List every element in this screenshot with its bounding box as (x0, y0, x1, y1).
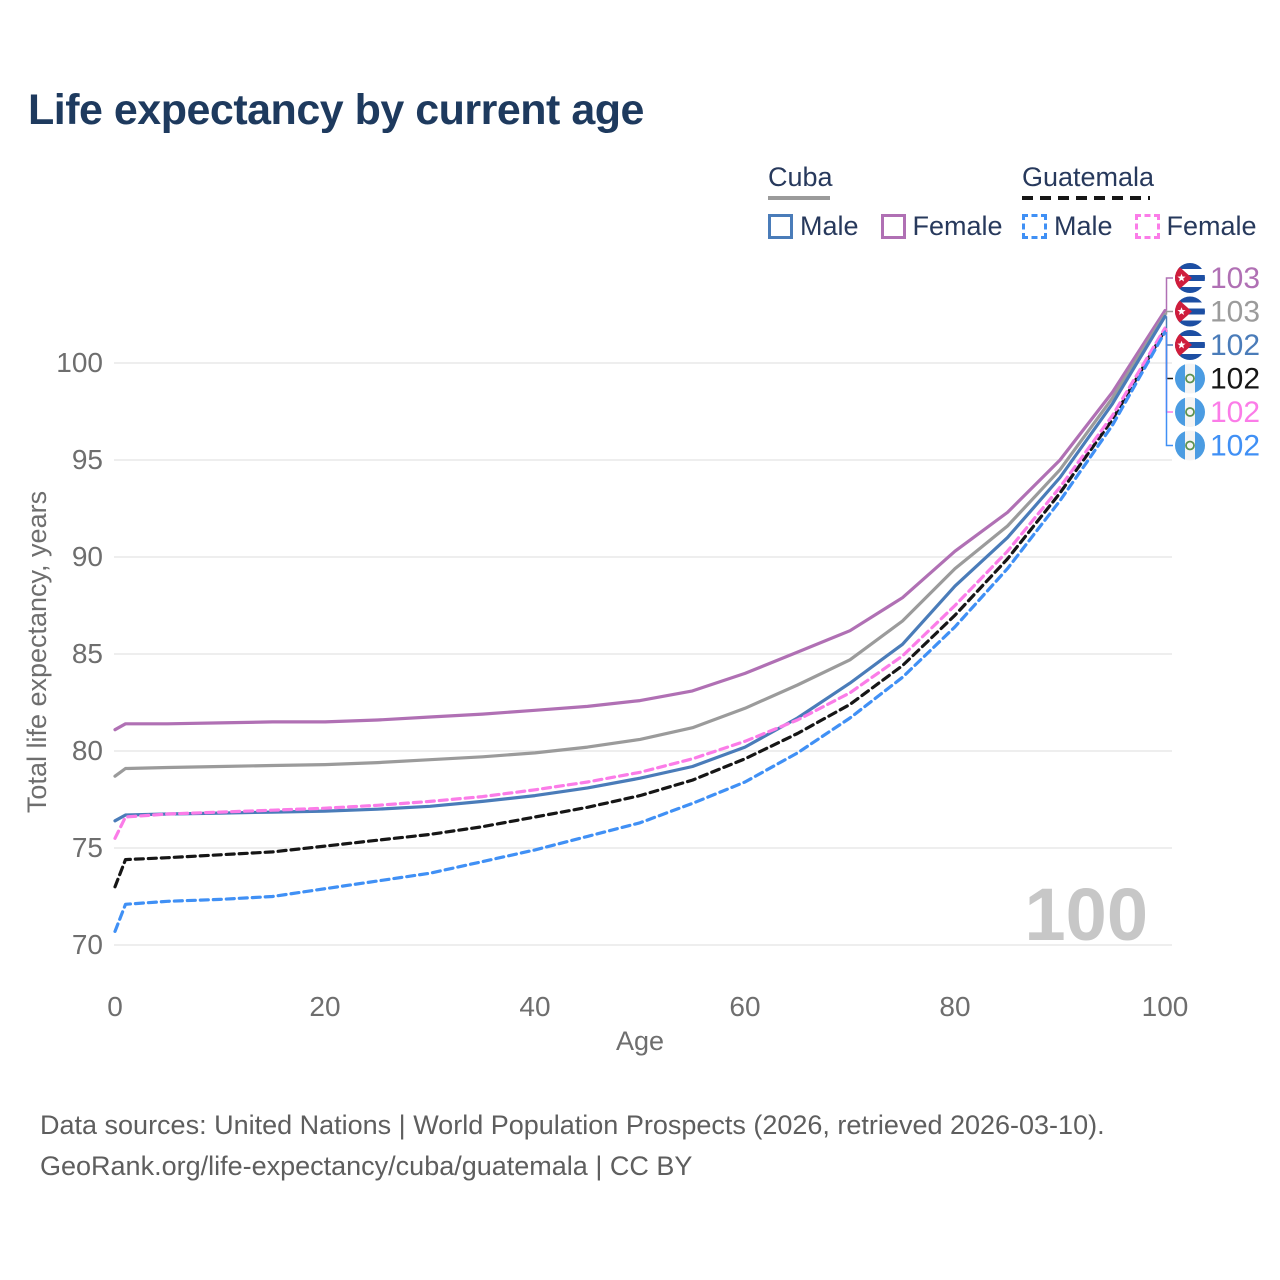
x-tick-label: 100 (1142, 991, 1189, 1022)
guatemala-flag-icon (1175, 397, 1205, 427)
legend-item-label: Female (1166, 211, 1257, 241)
legend-item-guatemala-female[interactable]: Female (1134, 211, 1257, 242)
legend-country-label-guatemala: Guatemala (1022, 162, 1155, 192)
legend-group-guatemala: Guatemala Male Female (1022, 162, 1279, 242)
legend-group-cuba: Cuba Male Female (768, 162, 1025, 242)
guatemala-line-style-icon (1022, 196, 1150, 200)
legend-item-label: Male (1054, 211, 1113, 241)
end-value-label: 102 (1210, 396, 1260, 429)
end-value-label: 102 (1210, 329, 1260, 362)
y-tick-label: 70 (72, 929, 103, 960)
legend-item-guatemala-male[interactable]: Male (1022, 211, 1113, 242)
cuba-flag-icon (1175, 330, 1205, 360)
label-leader-line (1165, 277, 1173, 311)
end-value-label: 103 (1210, 296, 1260, 329)
legend-item-cuba-male[interactable]: Male (768, 211, 859, 242)
x-axis-title: Age (616, 1026, 664, 1056)
x-tick-label: 60 (729, 991, 760, 1022)
age-watermark: 100 (1025, 873, 1148, 956)
end-value-label: 103 (1210, 262, 1260, 295)
series-line-cuba-female (113, 309, 1167, 732)
y-tick-label: 90 (72, 541, 103, 572)
y-tick-label: 75 (72, 832, 103, 863)
label-leader-line (1165, 310, 1173, 315)
guatemala-female-swatch-icon[interactable] (1134, 214, 1160, 239)
guatemala-male-swatch-icon[interactable] (1022, 214, 1047, 239)
chart-legend: Cuba Male Female Guatemala Male Female (0, 162, 1280, 242)
label-leader-line (1165, 316, 1173, 346)
series-line-cuba-all (113, 312, 1167, 778)
series-line-guatemala-male (113, 330, 1167, 933)
legend-item-label: Female (912, 211, 1003, 241)
source-url-text: GeoRank.org/life-expectancy/cuba/guatema… (40, 1151, 693, 1181)
end-value-label: 102 (1210, 363, 1260, 396)
x-tick-label: 0 (107, 991, 123, 1022)
legend-item-cuba-female[interactable]: Female (880, 211, 1003, 242)
legend-country-label-cuba: Cuba (768, 162, 833, 192)
cuba-male-swatch-icon[interactable] (768, 214, 793, 239)
label-leader-line (1165, 332, 1173, 447)
x-tick-label: 40 (519, 991, 550, 1022)
y-tick-label: 95 (72, 444, 103, 475)
x-tick-label: 20 (309, 991, 340, 1022)
legend-item-label: Male (800, 211, 859, 241)
y-tick-label: 85 (72, 638, 103, 669)
y-tick-label: 100 (56, 347, 103, 378)
data-sources-text: Data sources: United Nations | World Pop… (40, 1110, 1105, 1140)
end-value-label: 102 (1210, 430, 1260, 463)
guatemala-flag-icon (1175, 431, 1205, 461)
page-title: Life expectancy by current age (28, 86, 644, 134)
guatemala-flag-icon (1175, 364, 1205, 394)
label-leader-line (1165, 328, 1173, 413)
cuba-flag-icon (1175, 297, 1205, 327)
cuba-flag-icon (1175, 263, 1205, 293)
label-leader-line (1165, 330, 1173, 380)
cuba-female-swatch-icon[interactable] (880, 214, 906, 239)
gridlines (114, 362, 1172, 946)
cuba-line-style-icon (768, 196, 830, 200)
tick-labels: 70 75 80 85 90 95 100 0 20 40 60 80 100 (56, 347, 1188, 1022)
series-line-guatemala-female (113, 326, 1167, 840)
series-line-guatemala-all (113, 328, 1167, 889)
series-lines (113, 309, 1167, 933)
y-tick-label: 80 (72, 735, 103, 766)
chart-footer: Data sources: United Nations | World Pop… (40, 1105, 1105, 1187)
y-axis-title: Total life expectancy, years (22, 491, 52, 813)
x-tick-label: 80 (939, 991, 970, 1022)
